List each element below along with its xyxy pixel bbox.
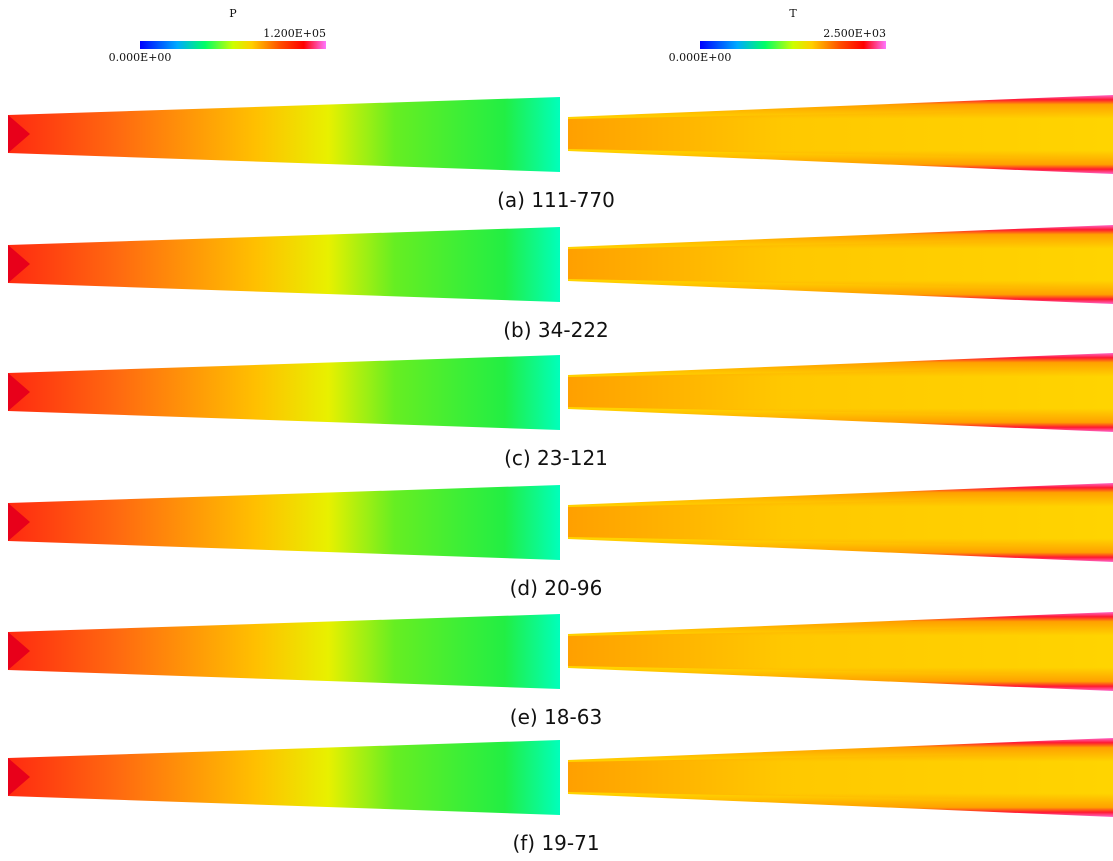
colorbar: [140, 41, 326, 49]
colorbar-max-label: 1.200E+05: [263, 27, 326, 40]
pressure-contour: [8, 97, 560, 172]
pressure-contour: [8, 227, 560, 302]
colorbar-min-label: 0.000E+00: [669, 51, 732, 64]
colorbar-title: P: [229, 7, 237, 20]
panel-caption: (e) 18-63: [510, 705, 602, 729]
pressure-contour: [8, 614, 560, 689]
panel: (f) 19-71: [8, 738, 1113, 855]
panel: (b) 34-222: [8, 225, 1113, 342]
panel-caption: (c) 23-121: [504, 446, 608, 470]
panel-caption: (a) 111-770: [497, 188, 615, 212]
panel-caption: (b) 34-222: [503, 318, 609, 342]
panel-caption: (f) 19-71: [512, 831, 599, 855]
panel: (a) 111-770: [8, 95, 1113, 212]
pressure-contour: [8, 355, 560, 430]
figure: P 1.200E+05 0.000E+00 T 2.500E+03 0.000E+00 (a…: [0, 0, 1113, 861]
colorbar: [700, 41, 886, 49]
colorbar-min-label: 0.000E+00: [109, 51, 172, 64]
pressure-contour: [8, 740, 560, 815]
colorbar-max-label: 2.500E+03: [823, 27, 886, 40]
panel: (c) 23-121: [8, 353, 1113, 470]
panel: (d) 20-96: [8, 483, 1113, 600]
panel-caption: (d) 20-96: [510, 576, 603, 600]
panel: (e) 18-63: [8, 612, 1113, 729]
pressure-contour: [8, 485, 560, 560]
colorbar-title: T: [789, 7, 797, 20]
